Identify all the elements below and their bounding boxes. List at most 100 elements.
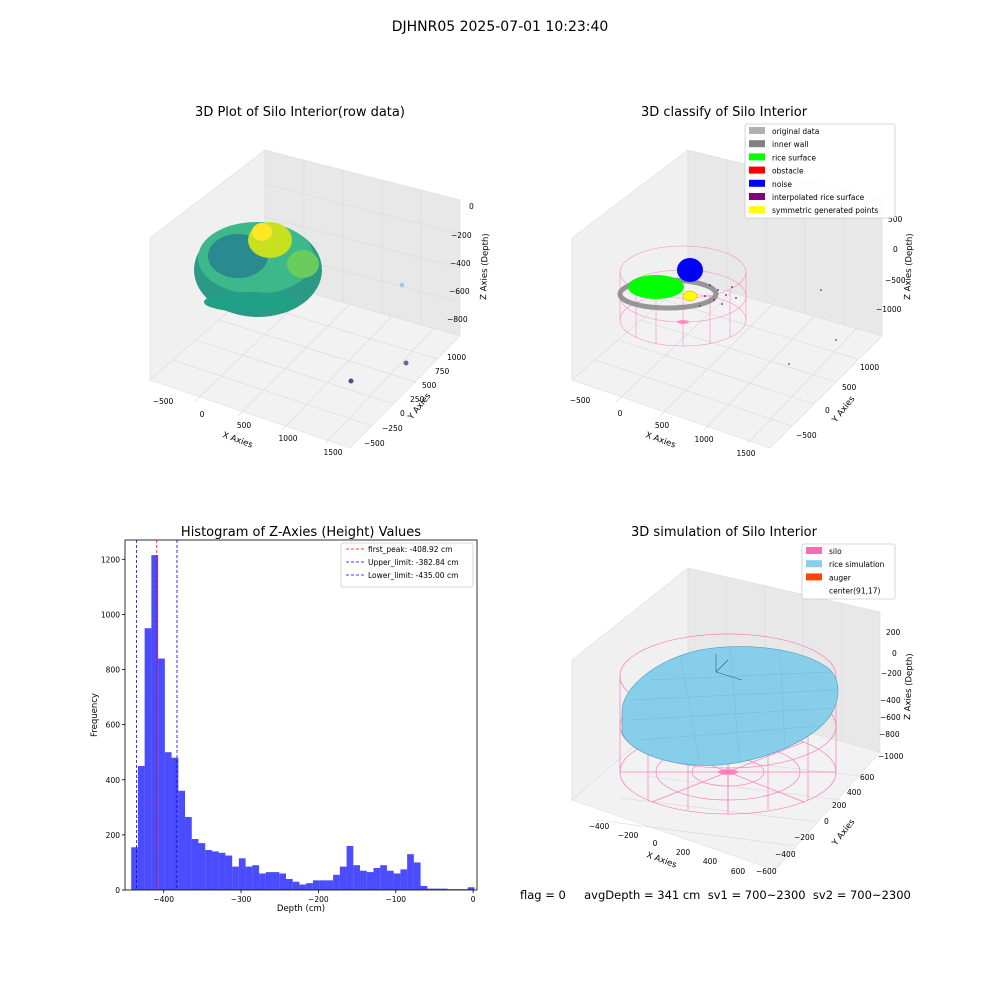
histogram-bar bbox=[198, 843, 206, 890]
histogram-x-tick-label: −300 bbox=[231, 895, 252, 904]
classify-y-tick: −500 bbox=[796, 431, 817, 440]
histogram-bars bbox=[131, 555, 475, 890]
histogram-bar bbox=[137, 765, 145, 890]
simulation-x-tick: 400 bbox=[703, 857, 718, 866]
raw-x-tick: −500 bbox=[153, 397, 174, 406]
raw-y-tick: 0 bbox=[400, 409, 405, 418]
histogram-bar bbox=[339, 866, 347, 890]
histogram-bar bbox=[454, 889, 461, 890]
histogram-legend-box bbox=[340, 542, 474, 588]
simulation-z-tick: −200 bbox=[881, 669, 902, 678]
simulation-center-mark bbox=[718, 769, 738, 775]
histogram-bar bbox=[185, 816, 192, 890]
classify-outlier-point bbox=[820, 289, 822, 291]
classify-x-tick: 1500 bbox=[736, 449, 755, 458]
raw-z-tick: 0 bbox=[469, 202, 474, 211]
classify-x-tick: 0 bbox=[618, 409, 623, 418]
classify-x-tick: 500 bbox=[655, 421, 670, 430]
classify-z-tick: −1000 bbox=[876, 305, 902, 314]
raw-y-tick: −250 bbox=[382, 424, 403, 433]
simulation-legend-box bbox=[801, 543, 896, 600]
classify-legend-label: noise bbox=[772, 180, 792, 189]
histogram-bar bbox=[164, 752, 172, 890]
classify-center-mark bbox=[677, 320, 689, 324]
classify-x-ticks: −500 0 500 1000 1500 bbox=[570, 396, 756, 458]
histogram-legend: first_peak: -408.92 cm Upper_limit: -382.… bbox=[340, 542, 474, 588]
histogram-x-ticks: −400 −300 −200 −100 0 bbox=[153, 890, 476, 904]
classify-y-tick: 0 bbox=[825, 406, 830, 415]
simulation-rice-surface bbox=[621, 646, 839, 766]
simulation-x-tick: 600 bbox=[731, 867, 746, 876]
raw-outlier-point bbox=[403, 360, 409, 366]
classify-z-tick: −500 bbox=[885, 276, 906, 285]
histogram-bar bbox=[158, 658, 165, 890]
histogram-bar bbox=[353, 865, 361, 890]
simulation-legend-swatch bbox=[806, 547, 822, 554]
raw-x-tick: 0 bbox=[200, 410, 205, 419]
simulation-legend-swatch bbox=[806, 586, 822, 594]
classify-symmetric-points bbox=[682, 290, 698, 302]
classify-legend-box bbox=[744, 123, 896, 219]
raw-x-tick: 1000 bbox=[278, 434, 297, 443]
histogram-bar bbox=[346, 845, 354, 890]
raw-floor-pane bbox=[149, 279, 461, 449]
simulation-y-tick: 200 bbox=[832, 801, 847, 810]
histogram-bar bbox=[306, 883, 313, 890]
histogram-bar bbox=[393, 873, 401, 890]
simulation-z-tick: −1000 bbox=[878, 752, 904, 761]
raw-y-tick: 750 bbox=[435, 367, 450, 376]
histogram-bar bbox=[434, 888, 441, 890]
classify-rice-surface bbox=[628, 275, 684, 299]
histogram-bar bbox=[413, 862, 421, 890]
histogram-bar bbox=[360, 870, 367, 890]
histogram-bar bbox=[265, 872, 273, 890]
classify-noise-cluster bbox=[677, 258, 703, 282]
raw-cloud-peak bbox=[252, 223, 272, 241]
classify-z-axis-label: Z Axies (Depth) bbox=[903, 233, 915, 300]
histogram-x-tick-label: −400 bbox=[153, 895, 174, 904]
raw-x-axis-label: X Axies bbox=[221, 430, 254, 450]
simulation-x-axis-label: X Axies bbox=[645, 850, 678, 870]
histogram-legend-label: Upper_limit: -382.84 cm bbox=[368, 558, 459, 567]
histogram-bar bbox=[279, 873, 286, 890]
raw-x-tick: 1500 bbox=[323, 448, 342, 457]
histogram-bar bbox=[171, 757, 179, 890]
raw-y-tick: 1000 bbox=[447, 353, 466, 362]
histogram-y-tick-label: 0 bbox=[115, 886, 120, 895]
simulation-y-tick: −200 bbox=[794, 833, 815, 842]
classify-legend-swatch bbox=[749, 166, 765, 174]
simulation-x-tick: 0 bbox=[653, 839, 658, 848]
histogram-bar bbox=[218, 852, 226, 890]
classify-x-tick: 1000 bbox=[694, 435, 713, 444]
classify-y-tick: 500 bbox=[842, 383, 857, 392]
histogram-bar bbox=[386, 870, 394, 890]
simulation-x-ticks: −400 −200 0 200 400 600 bbox=[589, 822, 746, 876]
histogram-vlines bbox=[136, 540, 178, 890]
histogram-bar bbox=[259, 873, 266, 890]
histogram-y-tick-label: 400 bbox=[106, 776, 121, 785]
raw-z-tick: −200 bbox=[451, 231, 472, 240]
histogram-bar bbox=[151, 555, 159, 890]
histogram-x-tick-label: −200 bbox=[308, 895, 329, 904]
raw-z-tick: −600 bbox=[449, 287, 470, 296]
histogram-bar bbox=[211, 851, 219, 890]
histogram-legend-label: Lower_limit: -435.00 cm bbox=[368, 571, 458, 580]
classify-z-tick: 500 bbox=[888, 215, 903, 224]
simulation-legend-swatch bbox=[806, 573, 822, 581]
classify-legend-swatch bbox=[749, 193, 765, 200]
simulation-z-tick: −400 bbox=[880, 696, 901, 705]
simulation-legend-label: rice simulation bbox=[829, 560, 885, 569]
histogram-bar bbox=[238, 858, 246, 890]
raw-z-tick: −800 bbox=[447, 315, 468, 324]
histogram-legend-label: first_peak: -408.92 cm bbox=[368, 545, 452, 554]
simulation-z-axis-label: Z Axies (Depth) bbox=[903, 653, 915, 720]
histogram-legend-items: first_peak: -408.92 cm Upper_limit: -382.… bbox=[346, 545, 459, 580]
simulation-legend-items: silo rice simulation auger center(91,17) bbox=[806, 547, 885, 596]
histogram-bar bbox=[272, 872, 280, 890]
classify-y-ticks: −500 0 500 1000 bbox=[796, 363, 879, 440]
simulation-z-tick: 200 bbox=[886, 628, 901, 637]
classify-legend-swatch bbox=[749, 206, 765, 214]
histogram-bar bbox=[232, 866, 239, 890]
histogram-bar bbox=[380, 865, 387, 890]
raw-outlier-point bbox=[348, 378, 354, 384]
